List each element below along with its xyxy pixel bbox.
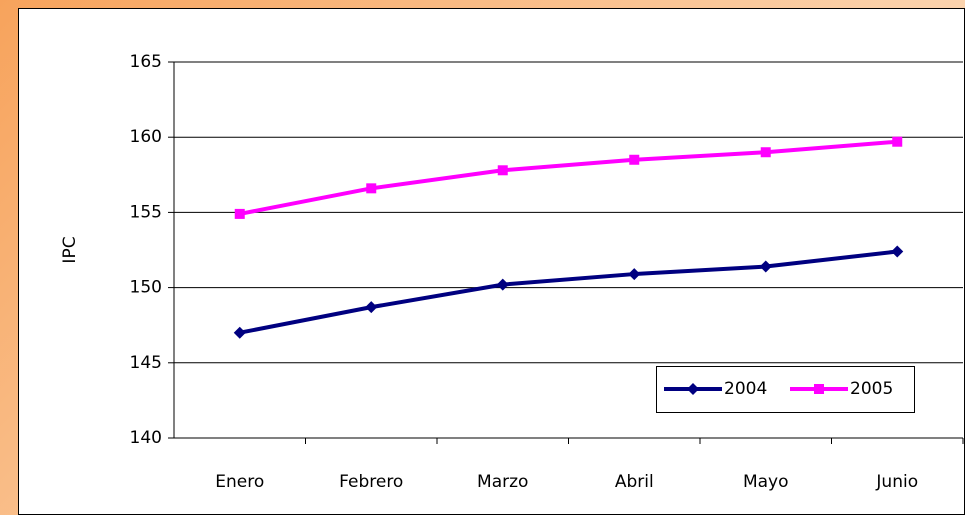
marker [497, 165, 508, 176]
y-axis-label: IPC [60, 236, 80, 263]
marker [628, 268, 641, 281]
x-tick-label: Mayo [743, 472, 789, 492]
marker [760, 147, 771, 158]
legend-label: 2005 [850, 379, 893, 399]
marker [814, 384, 824, 394]
series-line [239, 249, 898, 335]
marker [687, 383, 699, 395]
marker [629, 154, 640, 165]
y-tick-label: 150 [130, 278, 162, 298]
y-tick-label: 160 [130, 127, 162, 147]
marker [365, 301, 378, 314]
marker [892, 136, 903, 147]
marker [366, 183, 377, 194]
x-tick-label: Enero [215, 472, 264, 492]
x-tick-label: Junio [875, 472, 918, 492]
x-tick-label: Marzo [477, 472, 528, 492]
marker [233, 326, 246, 339]
marker [891, 245, 904, 258]
marker [496, 278, 509, 291]
marker [759, 260, 772, 273]
series-line [239, 139, 898, 216]
marker [234, 208, 245, 219]
y-tick-label: 145 [130, 353, 162, 373]
x-tick-label: Abril [615, 472, 654, 492]
y-tick-label: 155 [130, 202, 162, 222]
x-tick-label: Febrero [339, 472, 403, 492]
legend-label: 2004 [724, 379, 767, 399]
y-tick-label: 165 [130, 52, 162, 72]
y-tick-label: 140 [130, 428, 162, 448]
